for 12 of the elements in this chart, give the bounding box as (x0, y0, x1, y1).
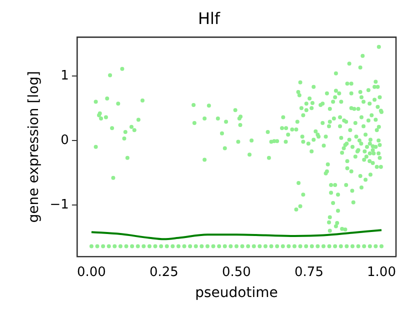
chart-title: Hlf (198, 8, 220, 28)
y-tick-label: 1 (60, 68, 69, 84)
y-tick-label: 0 (60, 132, 69, 148)
y-tick-label: −1 (50, 197, 69, 212)
line-series (90, 229, 382, 240)
y-axis-title: gene expression [log] (26, 71, 42, 223)
x-tick-label: 0.00 (76, 264, 106, 280)
x-tick-label: 0.50 (222, 264, 251, 280)
x-tick-label: 1.00 (367, 264, 396, 280)
x-axis-title: pseudotime (195, 285, 278, 302)
x-tick-label: 0.75 (294, 264, 324, 280)
x-tick-label: 0.25 (149, 264, 178, 280)
